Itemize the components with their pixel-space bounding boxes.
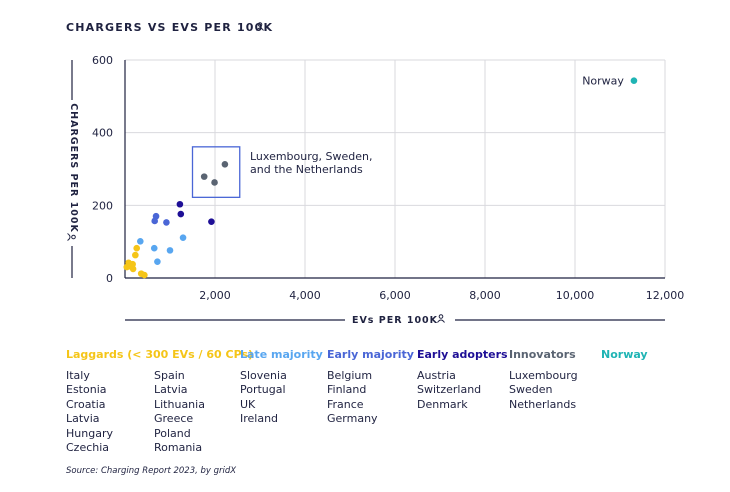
legend-country: Romania (154, 441, 203, 454)
legend-country: Poland (154, 426, 191, 440)
data-point (166, 247, 174, 254)
x-tick-label: 12,000 (646, 289, 685, 302)
annotation-label: and the Netherlands (250, 163, 363, 176)
data-point (132, 251, 139, 259)
legend-country: Lithuania (154, 397, 205, 411)
y-tick-label: 200 (92, 199, 113, 212)
legend-country: Finland (327, 383, 367, 396)
legend-country: Belgium (327, 368, 373, 382)
data-points (123, 77, 638, 279)
legend-column: Laggards (< 300 EVs / 60 CPs) Italy Estoni… (66, 348, 253, 456)
legend-country: Switzerland (417, 383, 482, 396)
data-point (137, 238, 144, 245)
x-tick-label: 6,000 (379, 289, 411, 302)
person-head (71, 234, 76, 240)
legend-country: Spain (154, 368, 185, 382)
y-axis-label: CHARGERS PER 100K (68, 103, 79, 233)
data-point (179, 234, 187, 241)
legend-heading: Late majority (240, 348, 323, 361)
annotations: Norway Luxembourg, Sweden,and the Netherl… (191, 75, 624, 198)
x-axis-label: EVs PER 100K (352, 315, 438, 326)
person-icon (256, 22, 264, 31)
legend-country: Croatia (66, 397, 106, 411)
legend-country: Denmark (417, 397, 468, 411)
data-point (176, 200, 184, 208)
person-body (437, 319, 445, 323)
legend-country: Estonia (66, 383, 107, 396)
legend-column: Spain Latvia Lithuania Greece Poland Romania (154, 348, 205, 456)
legend-country: Ireland (240, 412, 279, 425)
data-point (630, 77, 638, 85)
legend-country: France (327, 397, 364, 411)
x-tick-label: 4,000 (289, 289, 321, 302)
x-tick-label: 8,000 (469, 289, 501, 302)
legend-country: Slovenia (240, 368, 287, 382)
y-tick-label: 600 (92, 54, 113, 67)
scatter-chart: 2,000 4,000 6,000 8,000 10,000 12,000 0 200 400 6… (66, 21, 684, 326)
person-head (257, 22, 263, 27)
chart-title: CHARGERS VS EVS PER 100K (66, 21, 273, 34)
legend-country: Italy (66, 368, 90, 382)
source-note: Source: Charging Report 2023, by gridX (66, 466, 237, 476)
data-point (211, 179, 218, 186)
y-tick-label: 0 (106, 272, 113, 285)
highlight-box (191, 146, 241, 198)
grid-lines (125, 59, 666, 279)
legend-country: Netherlands (509, 397, 577, 411)
data-point (152, 212, 160, 220)
person-head (438, 314, 444, 319)
legend-country: Sweden (509, 383, 553, 396)
legend-column: Early adopters Austria Switzerland Denmark (417, 348, 508, 412)
legend-country: Latvia (66, 412, 100, 425)
data-point (163, 219, 170, 226)
person-icon (67, 233, 76, 241)
data-point (150, 244, 158, 252)
legend-column: Norway (601, 348, 648, 369)
legend-country: Luxembourg (509, 368, 578, 382)
legend-country: Germany (327, 412, 378, 425)
x-tick-label: 2,000 (199, 289, 231, 302)
person-body (67, 233, 71, 241)
legend-heading: Norway (601, 348, 648, 361)
data-point (141, 271, 148, 279)
data-point (221, 160, 229, 168)
legend-country: Austria (417, 368, 456, 382)
legend-heading: Innovators (509, 348, 576, 361)
legend-heading: Early majority (327, 348, 414, 361)
legend-country: Latvia (154, 383, 188, 396)
x-tick-label: 10,000 (556, 289, 595, 302)
annotation-label: Luxembourg, Sweden, (250, 150, 373, 163)
legend-country: Greece (154, 412, 194, 425)
legend-column: Early majority Belgium Finland France German… (327, 348, 414, 427)
legend-country: Hungary (66, 426, 113, 440)
legend-column: Innovators Luxembourg Sweden Netherlands (509, 348, 578, 412)
data-point (154, 258, 161, 265)
legend-country: UK (240, 397, 256, 411)
legend-column: Late majority Slovenia Portugal UK Ireland (240, 348, 323, 427)
annotation-label: Norway (582, 75, 624, 88)
legend-heading: Laggards (< 300 EVs / 60 CPs) (66, 348, 254, 361)
legend-heading (154, 348, 205, 363)
data-point (129, 265, 137, 273)
data-point (200, 173, 208, 180)
data-point (208, 218, 215, 225)
person-icon (437, 314, 445, 323)
data-point (133, 244, 140, 252)
legend-country: Portugal (240, 383, 286, 396)
legend-heading: Early adopters (417, 348, 508, 361)
y-tick-label: 400 (92, 127, 113, 140)
data-point (177, 210, 185, 218)
person-body (256, 27, 264, 31)
axes (71, 60, 665, 321)
legend-country: Czechia (66, 441, 110, 454)
tick-labels: 2,000 4,000 6,000 8,000 10,000 12,000 0 200 400 6… (92, 54, 684, 302)
